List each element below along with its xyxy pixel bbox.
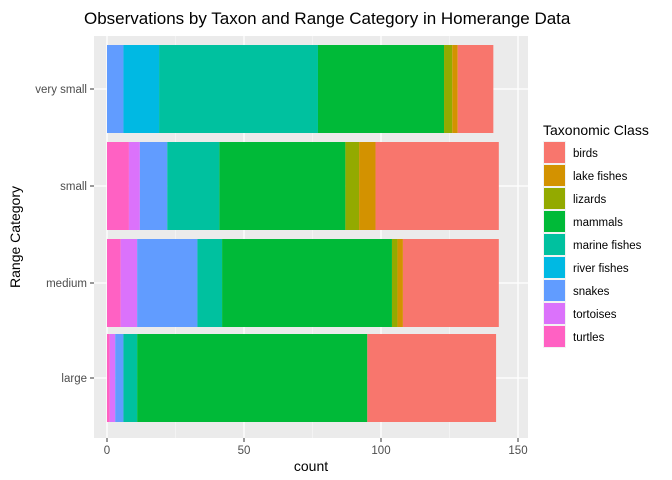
y-tick-label: very small	[35, 84, 87, 96]
bar-segment	[452, 45, 458, 133]
bar-segment	[359, 142, 376, 230]
legend-label: turtles	[573, 332, 605, 344]
bar-segment	[139, 142, 168, 230]
bar-segment	[197, 239, 223, 327]
bar-segment	[109, 334, 116, 422]
bars-group	[107, 45, 499, 422]
bar-segment	[391, 239, 398, 327]
bar-segment	[128, 142, 140, 230]
legend-swatch	[544, 188, 565, 209]
bar-segment	[107, 45, 124, 133]
legend-label: lizards	[573, 194, 606, 206]
legend-label: marine fishes	[573, 240, 642, 252]
legend-label: birds	[573, 148, 598, 160]
bar-segment	[457, 45, 494, 133]
x-tick-label: 0	[104, 445, 110, 457]
chart-title: Observations by Taxon and Range Category…	[84, 9, 571, 28]
bar-segment	[345, 142, 360, 230]
legend-label: tortoises	[573, 309, 617, 321]
bar-segment	[367, 334, 497, 422]
bar-segment	[219, 142, 346, 230]
legend-swatch	[544, 211, 565, 232]
bar-segment	[107, 334, 110, 422]
x-axis-title: count	[294, 458, 328, 474]
y-tick-label: medium	[46, 278, 87, 290]
y-tick-label: large	[61, 373, 87, 385]
legend-swatch	[544, 234, 565, 255]
x-tick-label: 100	[371, 445, 390, 457]
bar-segment	[222, 239, 392, 327]
legend: Taxonomic Class birds lake fishes lizards m…	[543, 122, 649, 348]
bar-segment	[375, 142, 499, 230]
y-axis: large medium small very small	[35, 84, 94, 385]
legend-label: snakes	[573, 286, 610, 298]
y-tick-label: small	[60, 181, 87, 193]
y-axis-title: Range Category	[7, 186, 23, 288]
bar-segment	[123, 334, 138, 422]
bar-segment	[120, 239, 138, 327]
x-axis: 0 50 100 150	[104, 438, 528, 457]
legend-title: Taxonomic Class	[543, 122, 649, 138]
bar-segment	[107, 142, 129, 230]
legend-swatch	[544, 165, 565, 186]
bar-segment	[317, 45, 445, 133]
bar-segment	[123, 45, 160, 133]
legend-label: lake fishes	[573, 171, 628, 183]
legend-label: mammals	[573, 217, 623, 229]
x-tick-label: 50	[238, 445, 251, 457]
bar-segment	[137, 334, 368, 422]
legend-swatch	[544, 280, 565, 301]
legend-swatch	[544, 326, 565, 347]
legend-swatch	[544, 142, 565, 163]
bar-segment	[397, 239, 403, 327]
legend-swatch	[544, 257, 565, 278]
bar-segment	[444, 45, 453, 133]
bar-segment	[137, 239, 198, 327]
bar-segment	[107, 239, 121, 327]
bar-segment	[115, 334, 124, 422]
legend-label: river fishes	[573, 263, 629, 275]
bar-segment	[167, 142, 220, 230]
bar-segment	[159, 45, 318, 133]
legend-swatch	[544, 303, 565, 324]
bar-segment	[402, 239, 499, 327]
x-tick-label: 150	[508, 445, 527, 457]
